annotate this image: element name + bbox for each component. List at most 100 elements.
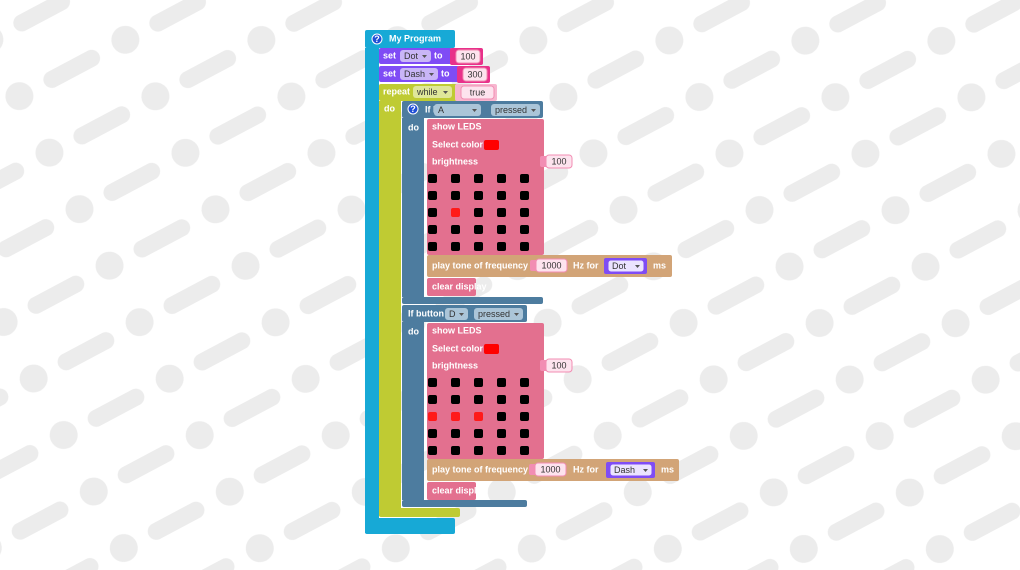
led[interactable] [428,429,437,438]
frequency-input[interactable] [535,258,568,273]
brightness-input[interactable] [545,358,573,373]
program-foot [365,518,455,534]
state-dropdown-text: pressed [495,105,527,115]
led[interactable] [520,378,529,387]
led[interactable] [497,378,506,387]
brightness-input[interactable] [545,154,573,169]
duration-dropdown[interactable] [607,259,645,273]
led[interactable] [451,242,460,251]
mode-dropdown[interactable] [413,86,452,98]
led[interactable] [451,378,460,387]
led[interactable] [428,208,437,217]
led[interactable] [451,412,460,421]
dropdown-arrow [459,313,464,316]
select-color-label: Select color [432,139,484,149]
led[interactable] [451,174,460,183]
led[interactable] [451,191,460,200]
led[interactable] [474,225,483,234]
show-leds-label: show LEDS [432,325,482,335]
button-dropdown-text: D [449,309,456,319]
brightness-label: brightness [432,156,478,166]
led[interactable] [474,429,483,438]
led[interactable] [428,378,437,387]
button-dropdown-text: A [438,105,444,115]
variable-dropdown[interactable] [400,68,438,80]
set-keyword: set [383,50,396,60]
color-swatch[interactable] [484,344,499,354]
help-icon[interactable] [407,103,419,115]
brightness-label: brightness [432,360,478,370]
led[interactable] [520,429,529,438]
led[interactable] [497,208,506,217]
duration-dropdown[interactable] [609,463,653,477]
led[interactable] [428,242,437,251]
do-label: do [408,326,419,336]
frequency-input-text: 1000 [540,464,560,474]
led[interactable] [474,191,483,200]
show-leds-block [427,323,544,459]
led[interactable] [520,412,529,421]
program-body [365,48,379,533]
show-leds-label: show LEDS [432,121,482,131]
led[interactable] [497,242,506,251]
led[interactable] [497,446,506,455]
play-tone-label: play tone of frequency [432,464,528,474]
led[interactable] [520,446,529,455]
boolean-input[interactable] [460,85,495,100]
led[interactable] [451,429,460,438]
led[interactable] [520,191,529,200]
led[interactable] [428,174,437,183]
ms-label: ms [661,464,674,474]
led[interactable] [451,208,460,217]
led[interactable] [474,208,483,217]
duration-dropdown-text: Dash [614,465,635,475]
led[interactable] [474,446,483,455]
led[interactable] [451,395,460,404]
led[interactable] [428,446,437,455]
led[interactable] [497,412,506,421]
color-swatch[interactable] [484,140,499,150]
led[interactable] [520,225,529,234]
led[interactable] [428,191,437,200]
to-keyword: to [434,50,443,60]
number-input-text: 300 [467,69,482,79]
dropdown-arrow [443,91,448,94]
led[interactable] [428,412,437,421]
state-dropdown[interactable] [474,308,523,320]
led[interactable] [474,242,483,251]
if-foot [402,500,527,507]
boolean-input-text: true [470,87,486,97]
led[interactable] [497,225,506,234]
variable-dropdown[interactable] [400,50,431,62]
led[interactable] [497,429,506,438]
if-body [402,322,424,500]
show-leds-block [427,119,544,255]
led[interactable] [474,412,483,421]
help-icon-text: ? [374,34,380,44]
button-dropdown[interactable] [445,308,468,320]
led[interactable] [520,208,529,217]
led[interactable] [428,225,437,234]
led[interactable] [474,395,483,404]
led[interactable] [520,242,529,251]
led[interactable] [497,395,506,404]
led[interactable] [474,174,483,183]
led[interactable] [451,225,460,234]
state-dropdown[interactable] [491,104,540,116]
led[interactable] [497,191,506,200]
led[interactable] [520,174,529,183]
led[interactable] [497,174,506,183]
help-icon[interactable] [371,33,383,45]
led[interactable] [428,395,437,404]
frequency-input[interactable] [534,462,567,477]
number-input[interactable] [455,49,481,64]
dropdown-arrow [514,313,519,316]
variable-dropdown-text: Dash [404,69,425,79]
number-input[interactable] [462,67,488,82]
led[interactable] [474,378,483,387]
state-dropdown-text: pressed [478,309,510,319]
led[interactable] [520,395,529,404]
button-dropdown[interactable] [434,104,481,116]
led[interactable] [451,446,460,455]
